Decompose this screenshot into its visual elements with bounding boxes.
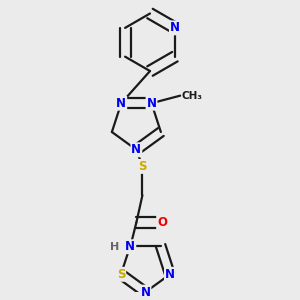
Text: S: S — [138, 160, 147, 173]
Text: N: N — [131, 143, 141, 156]
Text: O: O — [157, 216, 167, 229]
Text: N: N — [170, 21, 180, 34]
Text: S: S — [117, 268, 125, 281]
Text: N: N — [146, 97, 157, 110]
Text: N: N — [165, 268, 175, 281]
Text: N: N — [125, 240, 135, 253]
Text: CH₃: CH₃ — [182, 91, 203, 100]
Text: N: N — [140, 286, 151, 298]
Text: H: H — [110, 242, 119, 252]
Text: N: N — [116, 97, 126, 110]
